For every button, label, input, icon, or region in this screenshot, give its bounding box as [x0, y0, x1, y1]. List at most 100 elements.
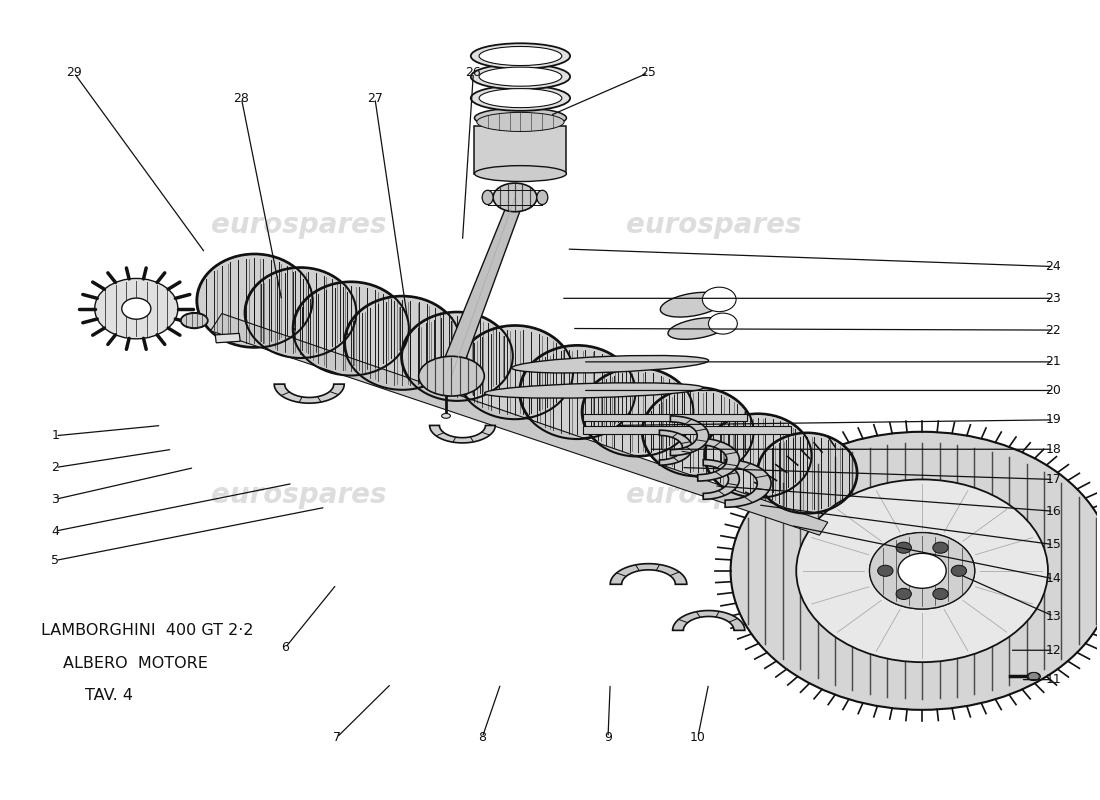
Ellipse shape: [474, 108, 566, 128]
Ellipse shape: [583, 368, 692, 456]
Ellipse shape: [294, 282, 408, 374]
Text: eurospares: eurospares: [626, 211, 802, 239]
Text: eurospares: eurospares: [210, 482, 386, 510]
Text: LAMBORGHINI  400 GT 2·2: LAMBORGHINI 400 GT 2·2: [41, 623, 254, 638]
Ellipse shape: [644, 388, 752, 475]
Text: 20: 20: [1045, 384, 1062, 397]
Ellipse shape: [703, 287, 736, 312]
Circle shape: [1028, 673, 1040, 681]
Text: 17: 17: [1045, 473, 1062, 486]
Circle shape: [898, 554, 946, 588]
Ellipse shape: [482, 190, 493, 205]
Text: ALBERO  MOTORE: ALBERO MOTORE: [63, 656, 208, 671]
Bar: [583, 426, 791, 434]
Polygon shape: [703, 459, 739, 499]
Ellipse shape: [758, 434, 857, 513]
Ellipse shape: [95, 278, 178, 339]
Text: 14: 14: [1046, 572, 1062, 586]
Ellipse shape: [480, 89, 562, 108]
Ellipse shape: [708, 313, 737, 334]
Polygon shape: [670, 416, 708, 456]
Ellipse shape: [180, 313, 208, 329]
Ellipse shape: [182, 314, 208, 328]
Ellipse shape: [493, 183, 537, 212]
Text: 25: 25: [640, 66, 657, 79]
Ellipse shape: [583, 368, 692, 456]
Ellipse shape: [1027, 673, 1041, 681]
Text: 18: 18: [1045, 442, 1062, 456]
Ellipse shape: [403, 313, 512, 400]
Ellipse shape: [458, 326, 572, 418]
Text: 13: 13: [1046, 610, 1062, 622]
Ellipse shape: [476, 113, 564, 131]
Ellipse shape: [480, 67, 562, 86]
Ellipse shape: [870, 533, 975, 609]
Ellipse shape: [458, 326, 572, 418]
Polygon shape: [430, 426, 495, 443]
Circle shape: [933, 542, 948, 554]
Text: 4: 4: [52, 525, 59, 538]
Text: 23: 23: [1046, 292, 1062, 305]
Text: 8: 8: [478, 731, 486, 744]
Text: eurospares: eurospares: [210, 211, 386, 239]
Circle shape: [878, 566, 893, 576]
Polygon shape: [659, 430, 692, 465]
Polygon shape: [672, 610, 745, 630]
Ellipse shape: [705, 414, 811, 497]
Ellipse shape: [403, 313, 512, 400]
Bar: [583, 414, 747, 422]
Text: 15: 15: [1045, 538, 1062, 551]
Circle shape: [896, 588, 912, 599]
Text: 21: 21: [1046, 355, 1062, 368]
Ellipse shape: [705, 414, 811, 497]
Text: 6: 6: [282, 642, 289, 654]
Circle shape: [870, 533, 975, 609]
Ellipse shape: [480, 46, 562, 66]
Polygon shape: [610, 564, 686, 584]
Ellipse shape: [294, 282, 408, 374]
Ellipse shape: [474, 166, 566, 182]
Circle shape: [796, 479, 1048, 662]
Text: 10: 10: [690, 731, 706, 744]
Polygon shape: [697, 438, 739, 481]
Text: 7: 7: [332, 731, 341, 744]
Ellipse shape: [758, 434, 857, 513]
Circle shape: [896, 542, 912, 554]
Ellipse shape: [471, 86, 570, 111]
Text: 5: 5: [52, 554, 59, 567]
Polygon shape: [441, 204, 522, 368]
Ellipse shape: [512, 355, 708, 373]
Ellipse shape: [471, 64, 570, 90]
Circle shape: [933, 588, 948, 599]
Ellipse shape: [520, 346, 635, 438]
Text: 22: 22: [1046, 323, 1062, 337]
Text: 28: 28: [233, 92, 250, 105]
Polygon shape: [274, 384, 344, 403]
Text: TAV. 4: TAV. 4: [85, 688, 133, 703]
Ellipse shape: [520, 346, 635, 438]
Ellipse shape: [471, 43, 570, 69]
Ellipse shape: [484, 383, 703, 398]
Polygon shape: [210, 314, 828, 535]
Circle shape: [122, 298, 151, 319]
Text: 26: 26: [465, 66, 482, 79]
Text: 16: 16: [1046, 505, 1062, 518]
Polygon shape: [725, 459, 771, 507]
Ellipse shape: [730, 432, 1100, 710]
Ellipse shape: [345, 297, 459, 389]
Text: 1: 1: [52, 430, 59, 442]
Text: 2: 2: [52, 461, 59, 474]
Ellipse shape: [644, 388, 752, 475]
Text: 29: 29: [66, 66, 81, 79]
Text: 19: 19: [1046, 414, 1062, 426]
Circle shape: [952, 566, 967, 576]
Ellipse shape: [245, 268, 355, 357]
Ellipse shape: [537, 190, 548, 205]
Text: eurospares: eurospares: [626, 482, 802, 510]
Text: 9: 9: [604, 731, 612, 744]
Ellipse shape: [668, 318, 727, 339]
Text: 12: 12: [1046, 644, 1062, 657]
Bar: [216, 334, 240, 342]
Ellipse shape: [198, 254, 311, 346]
Ellipse shape: [198, 254, 311, 346]
